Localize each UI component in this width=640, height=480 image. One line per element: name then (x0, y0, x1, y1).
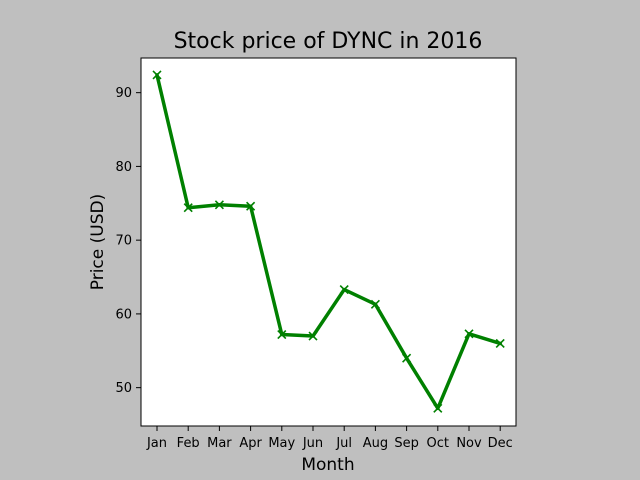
y-tick-label: 60 (115, 307, 132, 322)
x-tick-label: Oct (427, 436, 449, 451)
data-point (214, 200, 224, 210)
marker-stroke (183, 203, 193, 213)
x-axis: Jan Feb Mar Apr May Jun Jul Aug Sep Oct Nov Dec (146, 426, 513, 451)
marker-stroke (464, 329, 474, 339)
marker-stroke (214, 200, 224, 210)
marker-stroke (402, 353, 412, 363)
marker-stroke (433, 403, 443, 413)
y-tick-label: 80 (115, 160, 132, 175)
y-axis-label: Price (USD) (88, 194, 108, 290)
data-point (152, 70, 162, 80)
marker-stroke (152, 70, 162, 80)
data-point (246, 201, 256, 211)
data-point (183, 203, 193, 213)
data-point (277, 329, 287, 340)
x-tick-label: Nov (456, 436, 482, 451)
marker-stroke (495, 338, 505, 348)
marker-stroke (277, 329, 287, 340)
marker-stroke (370, 299, 380, 309)
x-tick-label: Aug (363, 436, 388, 451)
x-tick-label: Sep (394, 436, 419, 451)
y-tick-label: 70 (115, 234, 132, 249)
marker-stroke (339, 285, 349, 295)
x-tick-label: Jun (302, 436, 323, 451)
x-tick-label: Jan (146, 436, 167, 451)
plot-area (140, 57, 517, 427)
data-point (402, 353, 412, 363)
data-point (464, 329, 474, 339)
chart-title: Stock price of DYNC in 2016 (174, 29, 483, 54)
marker-stroke (308, 331, 318, 341)
x-axis-label: Month (301, 455, 354, 475)
data-point (339, 285, 349, 295)
x-tick-label: Apr (239, 436, 262, 451)
y-tick-label: 90 (115, 86, 132, 101)
x-tick-label: Dec (488, 436, 513, 451)
x-tick-label: May (268, 436, 295, 451)
data-point (308, 331, 318, 341)
x-tick-label: Mar (207, 436, 232, 451)
x-tick-label: Jul (335, 436, 352, 451)
marker-stroke (246, 201, 256, 211)
y-tick-label: 50 (115, 381, 132, 396)
series-markers (152, 70, 505, 413)
data-point (495, 338, 505, 348)
data-point (433, 403, 443, 413)
series-line (155, 73, 502, 411)
y-axis: 50 60 70 80 90 (115, 86, 141, 396)
x-tick-label: Feb (177, 436, 200, 451)
data-point (370, 299, 380, 309)
